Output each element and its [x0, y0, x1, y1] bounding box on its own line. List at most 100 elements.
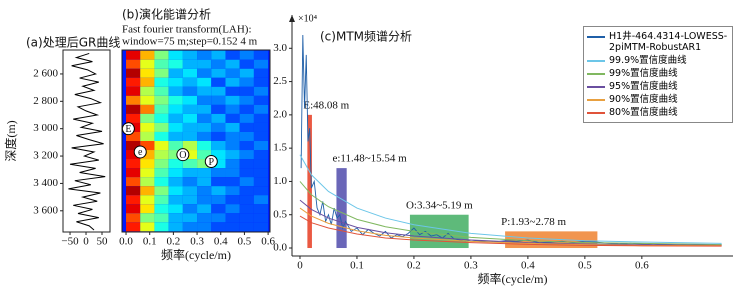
heatmap-cell — [211, 195, 226, 205]
heatmap-cell — [211, 141, 226, 151]
heatmap-cell — [211, 86, 226, 96]
heatmap-cell — [126, 77, 141, 87]
heatmap-cell — [225, 122, 240, 132]
heatmap-cell — [239, 50, 254, 60]
heatmap-cell — [239, 59, 254, 69]
annotation: P — [208, 157, 214, 168]
heatmap-cell — [253, 59, 269, 69]
heatmap-cell — [140, 113, 155, 123]
heatmap-cell — [253, 104, 269, 114]
y-tick-label: 3 000 — [33, 122, 58, 134]
series-line — [299, 181, 722, 246]
heatmap-cell — [154, 68, 169, 78]
y-axis-label: 深度(m) — [3, 120, 18, 161]
heatmap-cell — [126, 95, 141, 105]
x-axis-label: 频率(cycle/m) — [478, 271, 548, 286]
heatmap-cell — [225, 95, 240, 105]
heatmap-cell — [197, 213, 212, 223]
heatmap-cell — [182, 195, 198, 205]
heatmap-cell — [197, 141, 212, 151]
heatmap-cell — [225, 77, 240, 87]
x-tick-label: 0.1 — [143, 236, 157, 248]
heatmap-cell — [211, 222, 226, 232]
legend-label: 99%置信度曲线 — [609, 68, 678, 79]
heatmap-cell — [197, 68, 212, 78]
y-tick-label: 1.5 — [273, 142, 287, 154]
heatmap-cell — [154, 122, 169, 132]
heatmap-cell — [168, 68, 183, 78]
x-tick-label: 0.2 — [167, 236, 181, 248]
heatmap-cell — [239, 222, 254, 232]
heatmap-cell — [225, 222, 240, 232]
heatmap-cell — [182, 222, 198, 232]
heatmap-cell — [197, 195, 212, 205]
heatmap-cell — [197, 122, 212, 132]
heatmap-cell — [225, 141, 240, 151]
heatmap-cell — [168, 59, 183, 69]
heatmap-cell — [168, 177, 183, 187]
heatmap-cell — [182, 77, 198, 87]
x-tick-label: 0.1 — [350, 260, 364, 272]
y-tick-label: 0.5 — [273, 208, 287, 220]
x-tick-label: 0 — [297, 260, 303, 272]
heatmap-cell — [126, 177, 141, 187]
heatmap-cell — [211, 68, 226, 78]
y-tick-label: 2.0 — [273, 108, 287, 120]
heatmap-cell — [140, 77, 155, 87]
heatmap-cell — [140, 195, 155, 205]
heatmap-cell — [211, 122, 226, 132]
x-tick-label: 0.5 — [578, 260, 592, 272]
heatmap-cell — [253, 204, 269, 214]
legend-label: 99.9%置信度曲线 — [609, 55, 687, 66]
heatmap-cell — [140, 204, 155, 214]
heatmap-cell — [253, 95, 269, 105]
heatmap-cell — [225, 150, 240, 160]
heatmap-cell — [197, 159, 212, 169]
heatmap-cell — [168, 95, 183, 105]
heatmap-cell — [126, 68, 141, 78]
heatmap-cell — [253, 122, 269, 132]
band-label: E:48.08 m — [303, 99, 349, 111]
heatmap-cell — [197, 59, 212, 69]
heatmap-cell — [154, 77, 169, 87]
heatmap-cell — [182, 204, 198, 214]
x-tick-label: 0 — [83, 236, 89, 248]
heatmap-cell — [140, 222, 155, 232]
heatmap-cell — [253, 113, 269, 123]
heatmap-cell — [253, 177, 269, 187]
heatmap-cell — [197, 113, 212, 123]
heatmap-cell — [253, 150, 269, 160]
heatmap-cell — [182, 113, 198, 123]
heatmap-cell — [197, 222, 212, 232]
heatmap-cell — [253, 195, 269, 205]
heatmap-cell — [168, 186, 183, 196]
heatmap-cell — [126, 213, 141, 223]
heatmap-cell — [239, 141, 254, 151]
plot-frame — [62, 49, 111, 233]
heatmap-cell — [126, 150, 141, 160]
period-band — [307, 114, 312, 249]
y-tick-label: 3 400 — [33, 177, 58, 189]
heatmap-cell — [197, 177, 212, 187]
heatmap-cell — [168, 159, 183, 169]
heatmap-cell — [154, 131, 169, 141]
heatmap-cell — [182, 104, 198, 114]
heatmap-cell — [197, 77, 212, 87]
heatmap-cell — [211, 213, 226, 223]
band-label: P:1.93~2.78 m — [501, 216, 566, 228]
annotation: e — [138, 147, 143, 158]
heatmap-cell — [239, 150, 254, 160]
x-axis-label: 频率(cycle/m) — [161, 247, 231, 262]
heatmap-cell — [140, 59, 155, 69]
heatmap-cell — [239, 204, 254, 214]
legend-swatch — [587, 99, 605, 101]
heatmap-cell — [154, 86, 169, 96]
period-band — [336, 168, 347, 249]
heatmap-cell — [154, 213, 169, 223]
heatmap-cell — [239, 113, 254, 123]
heatmap-cell — [239, 131, 254, 141]
heatmap-cell — [126, 186, 141, 196]
heatmap-cell — [168, 204, 183, 214]
heatmap-cell — [140, 50, 155, 60]
